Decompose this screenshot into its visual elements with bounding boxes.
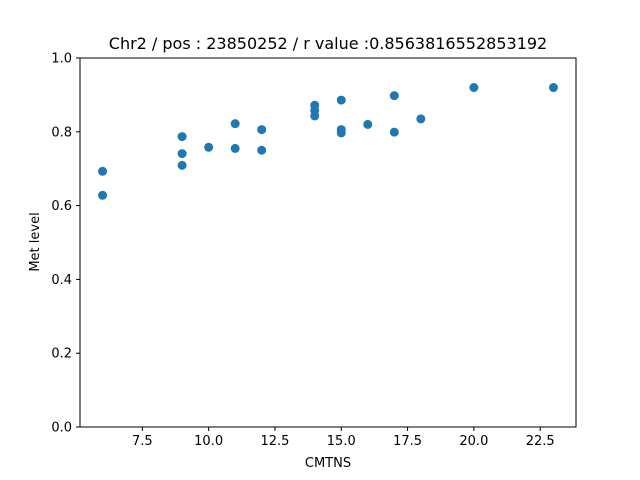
y-tick-label: 1.0 (51, 52, 72, 67)
scatter-point (177, 132, 187, 142)
x-tick-label: 17.5 (393, 434, 422, 449)
scatter-point (257, 125, 267, 135)
x-tick-label: 20.0 (459, 434, 488, 449)
x-tick-label: 15.0 (327, 434, 356, 449)
scatter-point (230, 143, 240, 153)
scatter-point (389, 91, 399, 101)
scatter-point (98, 190, 108, 200)
y-axis-label: Met level (28, 212, 43, 271)
chart-title: Chr2 / pos : 23850252 / r value :0.85638… (109, 34, 547, 53)
scatter-point (257, 145, 267, 155)
x-tick-label: 22.5 (526, 434, 555, 449)
scatter-point (177, 160, 187, 170)
x-tick-label: 12.5 (260, 434, 289, 449)
x-axis: 7.5 10.0 12.5 15.0 17.5 20.0 22.5 (132, 427, 555, 449)
scatter-point (363, 119, 373, 129)
scatter-point (548, 83, 558, 93)
scatter-point (416, 114, 426, 124)
y-tick-label: 0.0 (51, 421, 72, 436)
y-tick-label: 0.4 (51, 273, 72, 288)
y-tick-label: 0.2 (51, 347, 72, 362)
scatter-point (204, 142, 214, 152)
scatter-point (310, 111, 320, 121)
y-tick-label: 0.8 (51, 125, 72, 140)
scatter-point (336, 128, 346, 138)
x-axis-label: CMTNS (305, 456, 351, 471)
y-tick-label: 0.6 (51, 199, 72, 214)
scatter-point (389, 127, 399, 137)
y-axis: 0.0 0.2 0.4 0.6 0.8 1.0 (51, 52, 80, 436)
scatter-point (177, 149, 187, 159)
scatter-point (336, 95, 346, 105)
plot-area (98, 83, 558, 200)
x-tick-label: 10.0 (194, 434, 223, 449)
scatter-point (469, 83, 479, 93)
scatter-point (230, 119, 240, 129)
x-tick-label: 7.5 (132, 434, 153, 449)
plot-frame (79, 57, 577, 428)
scatter-point (98, 166, 108, 176)
